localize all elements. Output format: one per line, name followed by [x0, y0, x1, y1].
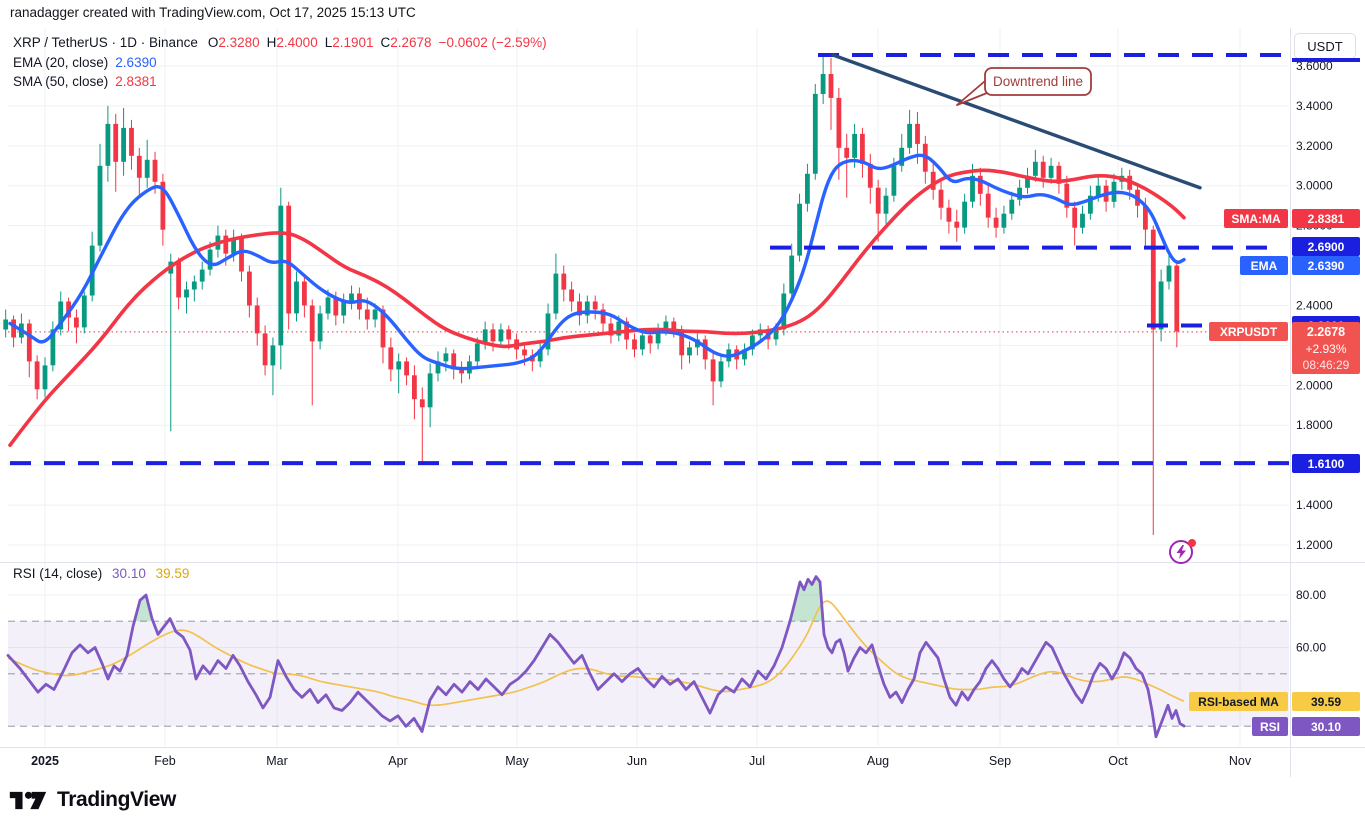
svg-text:80.00: 80.00: [1296, 588, 1326, 602]
level-366-axis-marker: [1292, 58, 1360, 62]
bar-countdown: 08:46:29: [1302, 358, 1350, 372]
tradingview-logo[interactable]: TradingView: [8, 786, 176, 814]
rsi-ma-axis-label: RSI-based MA: [1189, 692, 1288, 711]
rsi-legend: RSI (14, close) 30.10 39.59: [13, 566, 195, 581]
svg-text:Aug: Aug: [867, 754, 889, 768]
symbol-axis-label: XRPUSDT: [1209, 322, 1288, 341]
svg-text:Mar: Mar: [266, 754, 288, 768]
high-value: 2.4000: [276, 35, 318, 50]
change-percent: +2.93%: [1305, 341, 1347, 356]
svg-text:3.4000: 3.4000: [1296, 99, 1333, 113]
svg-text:Apr: Apr: [388, 754, 407, 768]
low-label: L: [324, 35, 333, 50]
rsi-band: [8, 620, 1289, 727]
ema-axis-value: 2.6390: [1292, 256, 1360, 275]
high-label: H: [266, 35, 277, 50]
svg-text:Sep: Sep: [989, 754, 1011, 768]
attribution-text: ranadagger created with TradingView.com,…: [10, 5, 416, 20]
ema-legend-row: EMA (20, close) 2.6390: [13, 53, 547, 73]
tradingview-logo-text: TradingView: [57, 788, 176, 811]
svg-text:Jun: Jun: [627, 754, 647, 768]
open-value: 2.3280: [218, 35, 260, 50]
downtrend-callout-text: Downtrend line: [993, 74, 1083, 89]
rsi-value: 30.10: [112, 566, 146, 581]
flash-event-icon[interactable]: [1166, 534, 1200, 568]
svg-text:2025: 2025: [31, 754, 59, 768]
svg-text:3.2000: 3.2000: [1296, 139, 1333, 153]
svg-text:Feb: Feb: [154, 754, 176, 768]
svg-text:3.0000: 3.0000: [1296, 179, 1333, 193]
svg-text:Nov: Nov: [1229, 754, 1252, 768]
last-price-value: 2.2678: [1306, 325, 1346, 339]
open-label: O: [207, 35, 219, 50]
rsi-axis-value: 30.10: [1292, 717, 1360, 736]
sma-value: 2.8381: [115, 74, 157, 89]
rsi-axis-label: RSI: [1252, 717, 1288, 736]
svg-text:2.4000: 2.4000: [1296, 298, 1333, 312]
downtrend-line[interactable]: [831, 53, 1202, 190]
support-resistance-lines[interactable]: [10, 53, 1289, 466]
svg-text:2.0000: 2.0000: [1296, 378, 1333, 392]
ema-line: [8, 153, 1186, 371]
svg-text:1.2000: 1.2000: [1296, 538, 1333, 552]
svg-text:1.4000: 1.4000: [1296, 498, 1333, 512]
panel-separators: [0, 28, 1365, 777]
sma-label[interactable]: SMA (50, close): [13, 74, 109, 89]
ema-value: 2.6390: [115, 54, 157, 70]
sma-axis-value: 2.8381: [1292, 209, 1360, 228]
downtrend-callout[interactable]: Downtrend line: [941, 62, 1101, 112]
sma-legend-row: SMA (50, close) 2.8381: [13, 72, 547, 92]
sma-line: [8, 168, 1186, 448]
sma-axis-label: SMA:MA: [1224, 209, 1288, 228]
change-value: −0.0602 (−2.59%): [438, 35, 547, 50]
ema-axis-label: EMA: [1240, 256, 1288, 275]
svg-text:1.8000: 1.8000: [1296, 418, 1333, 432]
close-label: C: [380, 35, 391, 50]
svg-text:60.00: 60.00: [1296, 641, 1326, 655]
ema-label[interactable]: EMA (20, close): [13, 54, 109, 70]
close-value: 2.2678: [390, 35, 432, 50]
rsi-line: [6, 575, 1186, 739]
symbol-title[interactable]: XRP / TetherUS · 1D · Binance: [13, 35, 198, 50]
rsi-indicator-label[interactable]: RSI (14, close): [13, 566, 103, 581]
svg-text:May: May: [505, 754, 529, 768]
currency-toggle-button[interactable]: USDT: [1294, 33, 1356, 59]
flash-notification-dot: [1188, 539, 1196, 547]
level-269-badge: 2.6900: [1292, 237, 1360, 256]
rsi-ma-value: 39.59: [155, 566, 190, 581]
low-value: 2.1901: [332, 35, 374, 50]
time-axis-labels[interactable]: 2025 Feb Mar Apr May Jun Jul Aug Sep Oct Nov: [31, 754, 1252, 768]
svg-text:Jul: Jul: [749, 754, 765, 768]
rsi-overbought-fill: [134, 576, 823, 622]
rsi-ma-axis-value: 39.59: [1292, 692, 1360, 711]
level-161-badge: 1.6100: [1292, 454, 1360, 473]
last-price-badge: 2.2678 +2.93% 08:46:29: [1292, 322, 1360, 374]
main-legend: XRP / TetherUS · 1D · Binance O2.3280 H2.4…: [13, 33, 547, 92]
symbol-legend-row: XRP / TetherUS · 1D · Binance O2.3280 H2.4…: [13, 33, 547, 53]
svg-text:Oct: Oct: [1108, 754, 1128, 768]
tradingview-logo-mark: [9, 791, 47, 810]
svg-text:3.6000: 3.6000: [1296, 59, 1333, 73]
